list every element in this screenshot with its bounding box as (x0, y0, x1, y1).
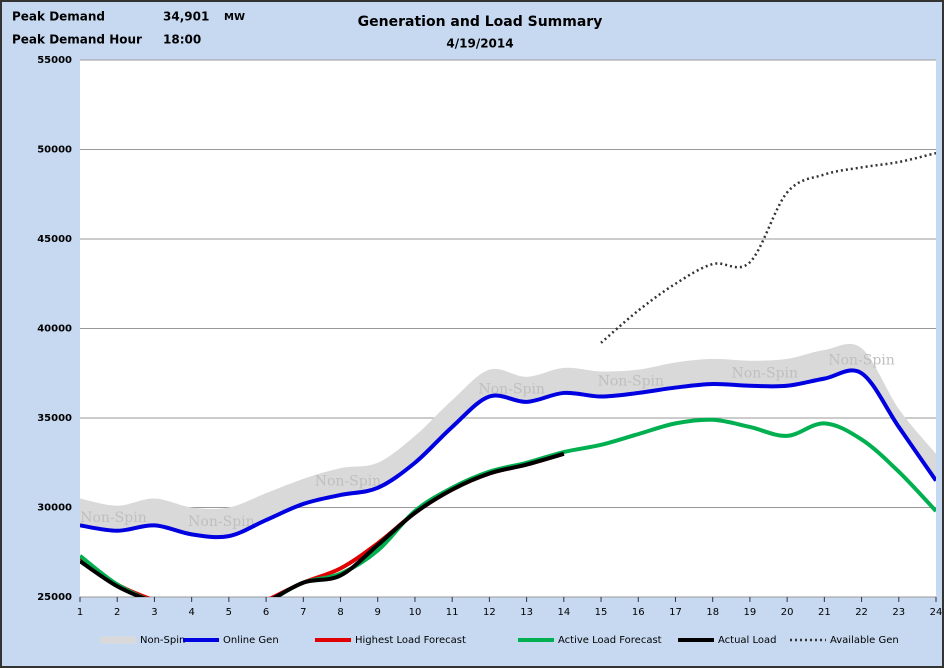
y-tick-label: 50000 (37, 145, 72, 156)
plot-clip: Non-Spin Non-Spin Non-Spin Non-Spin Non-Spin… (80, 151, 936, 597)
peak-demand-label: Peak Demand (12, 10, 105, 24)
x-tick-label: 8 (337, 607, 343, 618)
x-tick-label: 19 (744, 607, 757, 618)
non-spin-band (80, 343, 936, 538)
x-tick-label: 17 (669, 607, 682, 618)
x-tick-label: 20 (781, 607, 794, 618)
band-label: Non-Spin (828, 353, 894, 369)
y-tick-label: 30000 (37, 503, 72, 514)
x-tick-label: 15 (595, 607, 608, 618)
x-tick-label: 10 (409, 607, 422, 618)
x-tick-label: 12 (483, 607, 496, 618)
y-tick-label: 40000 (37, 324, 72, 335)
band-label: Non-Spin (80, 510, 146, 526)
legend-label: Highest Load Forecast (355, 635, 466, 646)
x-tick-label: 22 (855, 607, 868, 618)
band-label: Non-Spin (315, 474, 381, 490)
x-tick-label: 7 (300, 607, 306, 618)
band-label: Non-Spin (598, 373, 664, 389)
peak-hour-value: 18:00 (163, 33, 201, 47)
series-line (600, 151, 936, 344)
x-tick-label: 14 (557, 607, 570, 618)
x-tick-label: 3 (151, 607, 157, 618)
legend-label: Online Gen (223, 635, 279, 646)
legend-label: Active Load Forecast (558, 635, 662, 646)
y-tick-label: 45000 (37, 234, 72, 245)
x-tick-label: 16 (632, 607, 645, 618)
x-tick-label: 11 (446, 607, 459, 618)
x-tick-label: 4 (188, 607, 194, 618)
peak-demand-unit: MW (224, 12, 245, 23)
chart-subtitle: 4/19/2014 (446, 37, 513, 51)
x-tick-label: 1 (77, 607, 83, 618)
x-tick-label: 6 (263, 607, 269, 618)
peak-demand-value: 34,901 (163, 10, 209, 24)
x-tick-label: 5 (226, 607, 232, 618)
x-tick-label: 13 (520, 607, 533, 618)
y-tick-label: 25000 (37, 592, 72, 603)
band-label: Non-Spin (188, 514, 254, 530)
x-tick-label: 24 (930, 607, 943, 618)
legend-label: Available Gen (830, 635, 899, 646)
legend-label: Actual Load (718, 635, 777, 646)
band-label: Non-Spin (478, 381, 544, 397)
x-tick-label: 2 (114, 607, 120, 618)
peak-hour-label: Peak Demand Hour (12, 33, 142, 47)
series-line (80, 368, 936, 540)
x-tick-label: 18 (706, 607, 719, 618)
series-line (80, 451, 565, 597)
x-tick-label: 21 (818, 607, 831, 618)
x-tick-label: 23 (892, 607, 905, 618)
legend-label: Non-Spin (140, 635, 185, 646)
y-tick-label: 35000 (37, 413, 72, 424)
x-tick-label: 9 (375, 607, 381, 618)
chart-title: Generation and Load Summary (358, 14, 603, 30)
y-tick-label: 55000 (37, 55, 72, 66)
band-label: Non-Spin (732, 365, 798, 381)
